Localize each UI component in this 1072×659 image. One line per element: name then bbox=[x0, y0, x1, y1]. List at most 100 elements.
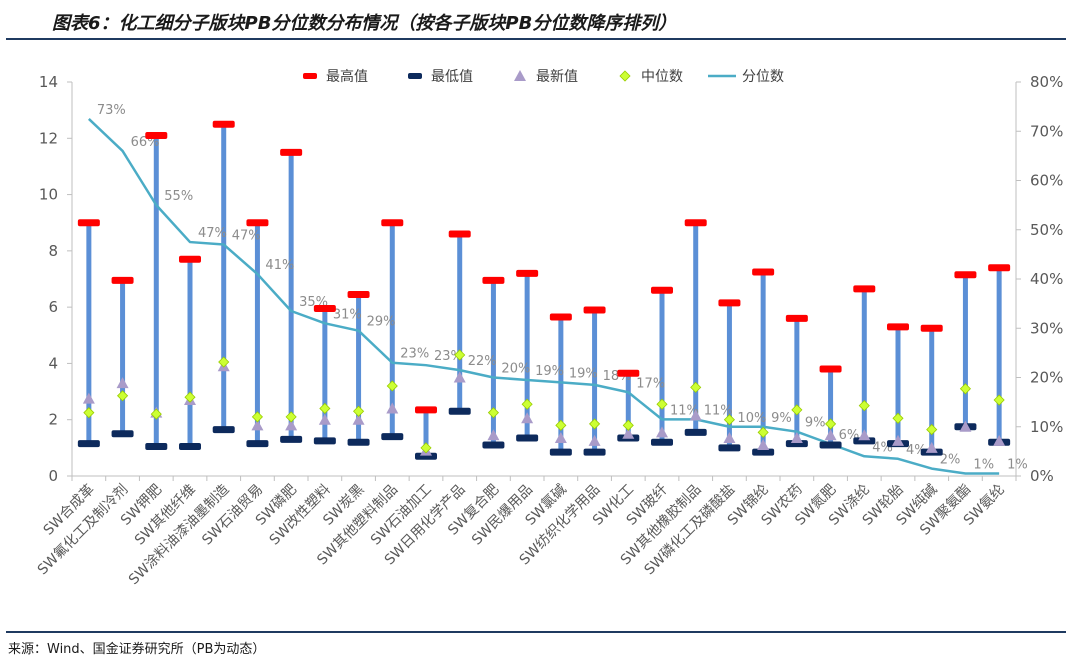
low-marker bbox=[516, 434, 539, 442]
low-marker bbox=[77, 440, 100, 448]
low-marker bbox=[145, 442, 168, 450]
median-marker bbox=[521, 398, 533, 410]
percentile-label: 22% bbox=[468, 354, 497, 369]
latest-marker bbox=[656, 426, 668, 438]
median-marker bbox=[218, 356, 230, 368]
low-marker bbox=[111, 430, 134, 438]
low-marker bbox=[583, 448, 606, 456]
percentile-label: 9% bbox=[771, 411, 792, 426]
median-marker bbox=[656, 398, 668, 410]
low-marker bbox=[684, 428, 707, 436]
high-marker bbox=[212, 120, 235, 128]
percentile-label: 23% bbox=[434, 349, 463, 364]
high-marker bbox=[785, 314, 808, 322]
low-marker bbox=[549, 448, 572, 456]
range-bar bbox=[524, 273, 530, 439]
latest-marker bbox=[790, 432, 803, 444]
range-bar bbox=[760, 271, 766, 453]
high-marker bbox=[684, 219, 707, 227]
latest-marker bbox=[993, 434, 1006, 446]
range-bars bbox=[86, 124, 1002, 457]
high-marker bbox=[77, 219, 100, 227]
range-bar bbox=[356, 294, 362, 443]
legend-low-swatch bbox=[408, 73, 422, 79]
median-marker bbox=[285, 411, 297, 423]
y-tick-right: 70% bbox=[1030, 122, 1063, 140]
source-note: 来源：Wind、国金证券研究所（PB为动态） bbox=[8, 642, 266, 657]
latest-marker bbox=[521, 412, 534, 424]
y-tick-left: 6 bbox=[48, 298, 58, 316]
median-marker bbox=[454, 349, 466, 361]
median-marker bbox=[487, 407, 499, 419]
low-marker bbox=[853, 437, 876, 445]
high-marker bbox=[583, 306, 606, 314]
median-marker bbox=[690, 381, 702, 393]
median-marker bbox=[589, 418, 601, 430]
latest-marker bbox=[858, 429, 871, 441]
median-marker bbox=[83, 407, 95, 419]
y-tick-right: 20% bbox=[1030, 369, 1063, 387]
median-marker bbox=[993, 394, 1005, 406]
percentile-line bbox=[87, 118, 1000, 475]
range-bar bbox=[693, 222, 699, 433]
y-tick-right: 40% bbox=[1030, 270, 1063, 288]
high-marker bbox=[415, 406, 437, 414]
percentile-label: 11% bbox=[670, 403, 699, 418]
range-bar bbox=[457, 233, 463, 412]
latest-marker bbox=[757, 439, 770, 451]
low-marker bbox=[752, 448, 775, 456]
range-bar bbox=[929, 328, 935, 453]
y-tick-left: 0 bbox=[48, 467, 58, 485]
chart-title: 图表6：化工细分子版块PB分位数分布情况（按各子版块PB分位数降序排列） bbox=[52, 13, 677, 34]
median-marker bbox=[622, 419, 634, 431]
latest-marker bbox=[959, 420, 972, 432]
median-marker bbox=[555, 419, 567, 431]
high-marker bbox=[853, 285, 876, 293]
low-marker bbox=[651, 438, 673, 446]
latest-marker bbox=[318, 413, 331, 425]
y-tick-right: 10% bbox=[1030, 418, 1063, 436]
legend-label: 最低值 bbox=[431, 69, 473, 85]
high-marker bbox=[347, 290, 370, 298]
high-marker bbox=[179, 255, 201, 263]
range-bar bbox=[828, 369, 834, 446]
low-marker bbox=[718, 444, 741, 452]
high-marker bbox=[988, 264, 1011, 272]
percentile-label: 55% bbox=[164, 189, 193, 204]
percentile-label: 10% bbox=[737, 411, 766, 426]
high-marker bbox=[954, 271, 977, 279]
y-tick-right: 30% bbox=[1030, 319, 1063, 337]
legend-high-swatch bbox=[303, 73, 317, 79]
percentile-label: 23% bbox=[400, 347, 429, 362]
category-labels: SW合成革SW氟化工及制冷剂SW钾肥SW其他纤维SW涂料油漆油墨制造SW石油贸易… bbox=[35, 481, 1008, 588]
y-tick-left: 14 bbox=[39, 73, 58, 91]
percentile-label: 11% bbox=[704, 403, 733, 418]
y-tick-left: 12 bbox=[39, 129, 58, 147]
median-marker bbox=[858, 400, 870, 412]
low-marker bbox=[415, 452, 437, 460]
latest-marker bbox=[622, 427, 635, 439]
legend-median-swatch bbox=[619, 70, 631, 82]
range-bar bbox=[86, 222, 92, 444]
percentile-label: 19% bbox=[569, 366, 598, 381]
median-marker bbox=[892, 412, 904, 424]
low-marker bbox=[482, 441, 505, 449]
axes: 0 2 4 6 8 10 12 14 0% 10% 20% 30% 40% 50% 60% 70% 80% bbox=[39, 73, 1063, 485]
y-tick-right: 80% bbox=[1030, 73, 1063, 91]
range-bar bbox=[254, 222, 260, 444]
high-marker bbox=[651, 286, 673, 294]
range-bar bbox=[996, 267, 1002, 443]
median-marker bbox=[959, 383, 971, 395]
latest-marker bbox=[689, 409, 702, 421]
high-marker bbox=[887, 323, 909, 331]
high-marker bbox=[111, 276, 134, 284]
range-bar bbox=[322, 308, 328, 441]
y-tick-left: 4 bbox=[48, 354, 58, 372]
range-bar bbox=[895, 326, 901, 444]
median-marker bbox=[386, 380, 398, 392]
latest-marker bbox=[588, 434, 601, 446]
percentile-label: 9% bbox=[805, 416, 826, 431]
median-marker bbox=[184, 391, 196, 403]
range-bar bbox=[861, 288, 867, 441]
median-marker bbox=[723, 414, 735, 426]
